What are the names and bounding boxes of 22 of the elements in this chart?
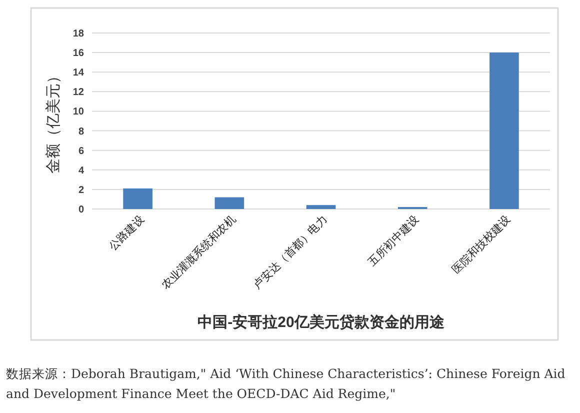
bar [123, 188, 152, 209]
x-axis-title: 中国-安哥拉20亿美元贷款资金的用途 [198, 313, 446, 331]
x-tick-label: 卢安达（首都）电力 [250, 212, 330, 292]
source-note: 数据来源：Deborah Brautigam," Aid ‘With Chinese Characteristics’: Chinese Foreign Aid and Development Finance Meet the OECD-DAC Aid Regime," [6, 365, 566, 403]
y-axis-title: 金额（亿美元） [44, 68, 62, 174]
y-tick-label: 10 [72, 106, 84, 118]
y-tick-label: 12 [72, 87, 84, 98]
y-tick-label: 6 [78, 146, 84, 157]
bar [490, 52, 519, 209]
x-tick-label: 公路建设 [106, 212, 147, 253]
x-tick-label: 医院和技校建设 [449, 212, 514, 276]
y-tick-label: 14 [72, 68, 84, 79]
y-tick-label: 18 [72, 28, 84, 40]
x-tick-label: 五所初中建设 [366, 212, 422, 269]
y-tick-label: 4 [78, 165, 84, 176]
y-tick-label: 0 [78, 204, 84, 216]
y-tick-label: 8 [78, 126, 84, 138]
bar [214, 197, 244, 209]
bar [306, 205, 336, 209]
y-tick-label: 2 [78, 184, 84, 196]
y-tick-label: 16 [72, 48, 84, 60]
x-tick-label: 农业灌溉系统和农机 [159, 212, 238, 292]
